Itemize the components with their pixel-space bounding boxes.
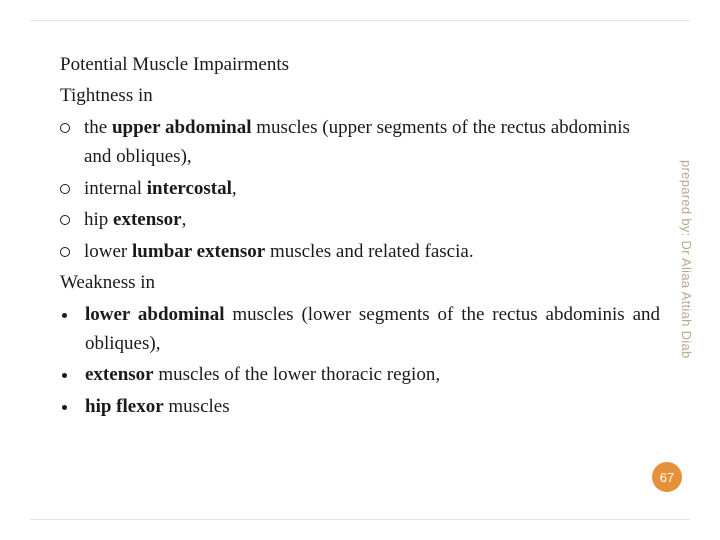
list-item-text: lower lumbar extensor muscles and relate…: [84, 237, 660, 266]
tightness-list: the upper abdominal muscles (upper segme…: [60, 113, 660, 266]
list-item-text: hip flexor muscles: [85, 392, 660, 421]
section-weakness-label: Weakness in: [60, 268, 660, 297]
circle-bullet-icon: [60, 184, 70, 194]
text-span: ,: [182, 209, 187, 230]
text-span: muscles of the lower thoracic region,: [154, 364, 440, 385]
dot-bullet-icon: [62, 313, 67, 318]
list-item-text: hip extensor,: [84, 205, 660, 234]
author-credit: prepared by: Dr Aliaa Attiah Diab: [679, 160, 694, 359]
text-span: lower: [84, 241, 132, 262]
circle-bullet-icon: [60, 247, 70, 257]
text-span: internal: [84, 178, 147, 199]
list-item: hip flexor muscles: [60, 392, 660, 421]
list-item-text: lower abdominal muscles (lower segments …: [85, 300, 660, 359]
bold-span: extensor: [85, 364, 154, 385]
list-item: hip extensor,: [60, 205, 660, 234]
circle-bullet-icon: [60, 215, 70, 225]
bold-span: intercostal: [147, 178, 232, 199]
section-tightness-label: Tightness in: [60, 81, 660, 110]
list-item-text: internal intercostal,: [84, 174, 660, 203]
list-item: lower abdominal muscles (lower segments …: [60, 300, 660, 359]
text-span: muscles and related fascia.: [265, 241, 473, 262]
text-span: the: [84, 117, 112, 138]
bold-span: lower abdominal: [85, 304, 224, 325]
list-item: lower lumbar extensor muscles and relate…: [60, 237, 660, 266]
dot-bullet-icon: [62, 373, 67, 378]
dot-bullet-icon: [62, 405, 67, 410]
bold-span: upper abdominal: [112, 117, 252, 138]
content-body: Potential Muscle Impairments Tightness i…: [60, 50, 660, 421]
top-border: [30, 20, 690, 21]
list-item: the upper abdominal muscles (upper segme…: [60, 113, 660, 172]
weakness-list: lower abdominal muscles (lower segments …: [60, 300, 660, 422]
bottom-border: [30, 519, 690, 520]
list-item-text: extensor muscles of the lower thoracic r…: [85, 360, 660, 389]
bold-span: hip flexor: [85, 396, 164, 417]
circle-bullet-icon: [60, 123, 70, 133]
slide-heading: Potential Muscle Impairments: [60, 50, 660, 79]
text-span: muscles: [164, 396, 230, 417]
list-item: extensor muscles of the lower thoracic r…: [60, 360, 660, 389]
bold-span: lumbar extensor: [132, 241, 265, 262]
page-number: 67: [652, 462, 682, 492]
slide: Potential Muscle Impairments Tightness i…: [0, 0, 720, 540]
text-span: hip: [84, 209, 113, 230]
bold-span: extensor: [113, 209, 182, 230]
list-item-text: the upper abdominal muscles (upper segme…: [84, 113, 660, 172]
list-item: internal intercostal,: [60, 174, 660, 203]
text-span: ,: [232, 178, 237, 199]
